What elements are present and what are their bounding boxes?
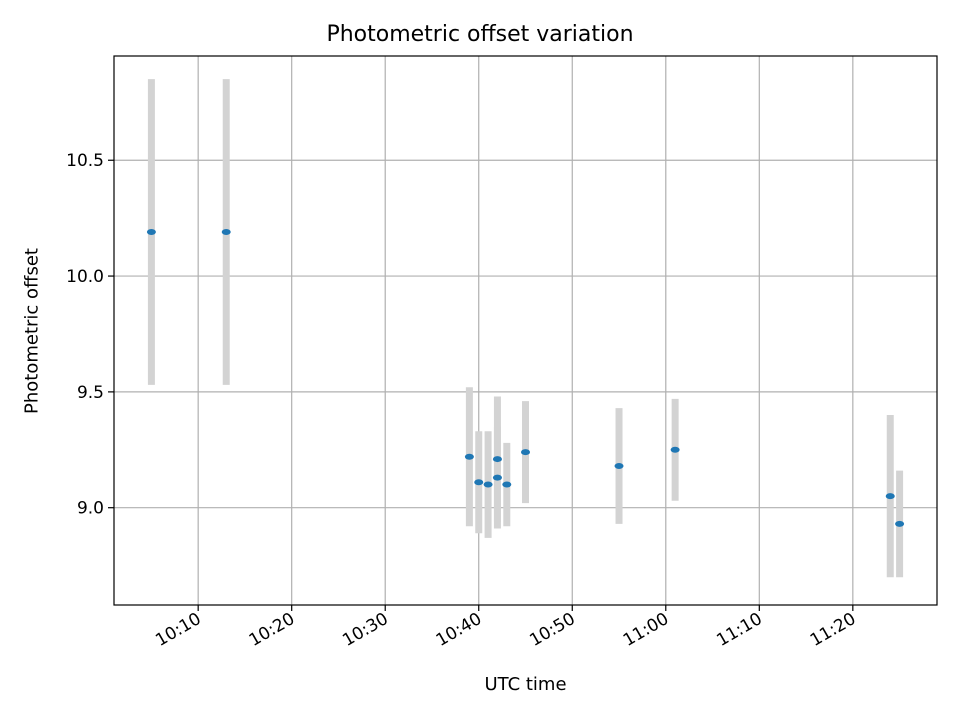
x-tick-label: 10:20 <box>246 609 298 651</box>
data-point <box>502 481 512 488</box>
data-point <box>670 446 680 453</box>
x-tick-label: 11:00 <box>620 609 672 651</box>
data-point <box>521 449 530 456</box>
data-point <box>885 493 895 500</box>
x-tick-label: 10:50 <box>526 609 578 651</box>
x-axis-label: UTC time <box>484 674 567 695</box>
chart-title: Photometric offset variation <box>326 22 634 47</box>
data-point <box>483 481 493 488</box>
data-point <box>221 229 231 236</box>
x-tick-label: 10:30 <box>339 609 391 651</box>
data-points <box>146 229 905 527</box>
x-tick-label: 11:20 <box>807 609 859 651</box>
axis-ticks: 10:10 10:20 10:30 10:40 10:50 11:00 11:10 11:20… <box>66 151 859 651</box>
error-bars <box>147 79 904 578</box>
y-tick-label: 10.0 <box>66 267 104 287</box>
data-point <box>464 453 474 460</box>
x-tick-label: 11:10 <box>713 609 765 651</box>
x-tick-label: 10:10 <box>152 609 204 651</box>
y-tick-label: 9.5 <box>77 383 104 403</box>
x-tick-label: 10:40 <box>433 609 485 651</box>
y-tick-label: 10.5 <box>66 151 104 171</box>
plot-frame <box>113 55 938 606</box>
data-point <box>614 463 624 470</box>
y-axis-label: Photometric offset <box>21 248 43 414</box>
y-tick-label: 9.0 <box>77 499 104 519</box>
data-point <box>492 456 502 463</box>
grid <box>114 56 937 605</box>
data-point <box>146 229 156 236</box>
data-point <box>474 479 484 486</box>
data-point <box>895 520 905 527</box>
data-point <box>492 474 502 481</box>
